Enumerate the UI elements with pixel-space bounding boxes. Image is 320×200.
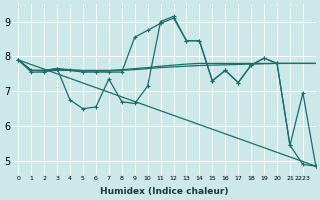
X-axis label: Humidex (Indice chaleur): Humidex (Indice chaleur): [100, 187, 228, 196]
